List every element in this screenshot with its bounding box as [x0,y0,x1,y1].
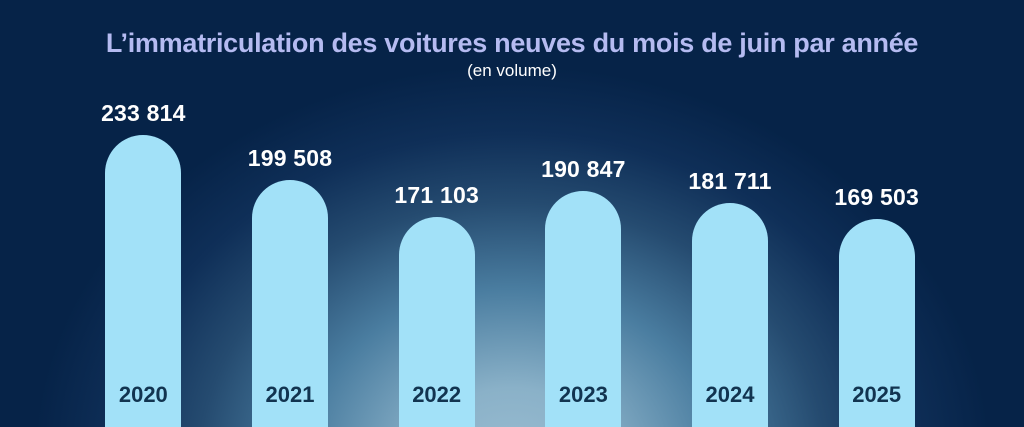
bar-group-2022: 171 103 2022 [363,0,510,427]
bar-2020: 2020 [105,135,182,427]
category-label-2022: 2022 [412,382,462,407]
chart-subtitle: (en volume) [467,61,557,81]
bar-2024: 2024 [692,203,769,427]
value-label-2020: 233 814 [101,100,186,126]
value-label-2023: 190 847 [541,156,626,182]
value-label-2025: 169 503 [834,184,919,210]
bar-2025: 2025 [838,219,915,427]
bar-group-2023: 190 847 2023 [510,0,657,427]
value-label-2021: 199 508 [247,145,333,171]
bar-group-2024: 181 711 2024 [657,0,804,427]
category-label-2024: 2024 [705,382,755,407]
value-label-2024: 181 711 [688,168,772,194]
category-label-2025: 2025 [852,382,902,407]
category-label-2023: 2023 [558,382,608,407]
value-label-2022: 171 103 [394,182,479,208]
chart-title: L’immatriculation des voitures neuves du… [105,28,919,58]
chart-header: L’immatriculation des voitures neuves du… [0,28,1024,81]
bar-group-2025: 169 503 2025 [803,0,950,427]
bar-2021: 2021 [252,180,328,427]
bar-2023: 2023 [545,191,622,427]
category-label-2020: 2020 [118,382,168,407]
bar-plot: 233 814 2020 199 508 2021 171 103 2022 1… [70,0,950,427]
bar-group-2021: 199 508 2021 [217,0,364,427]
category-label-2021: 2021 [265,382,315,407]
bar-2022: 2022 [398,217,475,427]
bar-group-2020: 233 814 2020 [70,0,217,427]
